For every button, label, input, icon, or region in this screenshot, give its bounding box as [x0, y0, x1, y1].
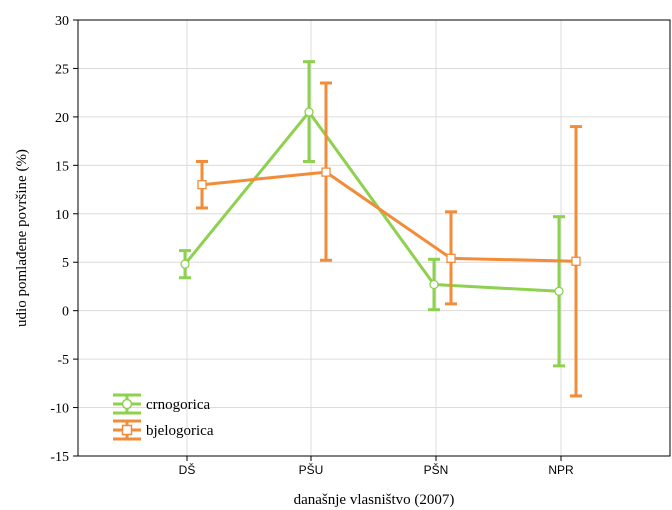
y-tick-label: 0: [62, 305, 69, 320]
y-tick-label: 30: [55, 14, 69, 29]
plot-frame: [77, 19, 671, 457]
data-point: [446, 253, 456, 263]
series-line: [201, 170, 577, 263]
legend-entry-crnogorica: crnogorica: [113, 393, 210, 415]
y-tick-label: 5: [62, 256, 69, 271]
x-axis-ticks: DŠ PŠU PŠN NPR: [179, 456, 574, 477]
y-tick-label: 15: [55, 159, 69, 174]
data-point: [180, 259, 190, 269]
legend-label: crnogorica: [146, 397, 210, 413]
data-point: [429, 279, 439, 290]
x-tick-label: NPR: [548, 463, 574, 477]
y-axis-ticks: -15 -10 -5 0 5 10 15 20 25 30: [50, 14, 78, 465]
x-tick-label: PŠU: [299, 462, 324, 477]
data-point: [197, 180, 207, 190]
y-tick-label: 10: [55, 208, 69, 223]
series-crnogorica: [179, 60, 565, 368]
legend: crnogorica bjelogorica: [113, 393, 214, 441]
data-point: [304, 107, 314, 117]
x-tick-label: PŠN: [424, 462, 449, 477]
data-point: [571, 256, 581, 266]
y-tick-label: 25: [55, 62, 69, 77]
legend-label: bjelogorica: [146, 423, 214, 439]
series-line: [183, 110, 560, 293]
data-point: [321, 167, 331, 177]
x-tick-label: DŠ: [179, 462, 196, 477]
legend-entry-bjelogorica: bjelogorica: [113, 419, 214, 441]
y-axis-label: udio pomlađene površine (%): [14, 149, 30, 327]
x-axis-label: današnje vlasništvo (2007): [294, 492, 455, 508]
y-tick-label: -5: [57, 353, 69, 368]
y-tick-label: -15: [50, 450, 69, 465]
data-point: [554, 286, 564, 296]
legend-marker: [121, 398, 133, 410]
legend-marker: [121, 424, 133, 436]
series-bjelogorica: [196, 81, 582, 398]
grid: [78, 19, 670, 457]
y-tick-label: -10: [50, 402, 69, 417]
series-layer: [179, 60, 582, 398]
y-tick-label: 20: [55, 111, 69, 126]
